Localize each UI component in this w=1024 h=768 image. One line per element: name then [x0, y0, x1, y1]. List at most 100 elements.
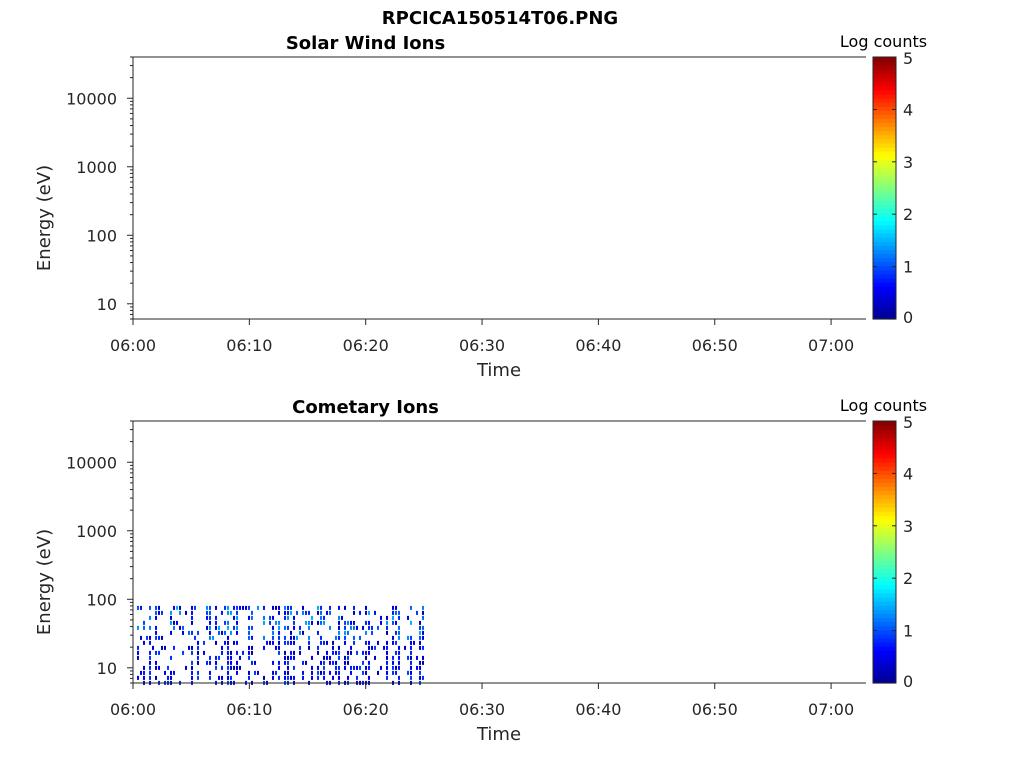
heatmap-cell	[236, 615, 238, 620]
heatmap-cell	[158, 650, 160, 655]
heatmap-cell	[293, 655, 295, 660]
heatmap-cell	[359, 665, 361, 670]
heatmap-cell	[371, 645, 373, 650]
x-tick-label: 06:10	[226, 700, 272, 719]
colorbar-segment	[873, 461, 896, 467]
heatmap-cell	[158, 610, 160, 615]
colorbar-segment	[873, 188, 896, 193]
colorbar-segment	[873, 560, 896, 565]
heatmap-cell	[224, 605, 226, 610]
heatmap-cell	[272, 640, 274, 645]
heatmap-cell	[410, 645, 412, 650]
colorbar-segment	[873, 142, 896, 148]
heatmap-cell	[353, 605, 355, 610]
heatmap-cell	[410, 665, 412, 670]
heatmap-cell	[365, 605, 367, 610]
heatmap-cell	[194, 635, 196, 640]
colorbar-segment	[873, 597, 896, 602]
heatmap-cell	[323, 660, 325, 665]
heatmap-cell	[356, 650, 358, 655]
heatmap-cell	[140, 670, 142, 675]
heatmap-cell	[284, 660, 286, 665]
colorbar-segment	[873, 171, 896, 177]
heatmap-cell	[215, 665, 217, 670]
colorbar-segment	[873, 282, 896, 287]
colorbar-segment	[873, 494, 896, 500]
heatmap-cell	[422, 635, 424, 640]
heatmap-cell	[263, 620, 265, 625]
heatmap-cell	[386, 675, 388, 680]
heatmap-cell	[209, 660, 211, 665]
heatmap-cell	[368, 620, 370, 625]
heatmap-cell	[221, 645, 223, 650]
colorbar-segment	[873, 192, 896, 197]
heatmap-cell	[338, 630, 340, 635]
colorbar-segment	[873, 249, 896, 255]
heatmap-cell	[155, 650, 157, 655]
heatmap-cell	[155, 605, 157, 610]
colorbar-segment	[873, 609, 896, 614]
heatmap-cell	[233, 640, 235, 645]
colorbar-segment	[873, 196, 896, 201]
heatmap-cell	[191, 650, 193, 655]
heatmap-cell	[407, 655, 409, 660]
heatmap-cell	[227, 620, 229, 625]
heatmap-cell	[170, 630, 172, 635]
heatmap-cell	[197, 645, 199, 650]
colorbar-segment	[873, 482, 896, 488]
colorbar-segment	[873, 130, 896, 136]
heatmap-cell	[149, 675, 151, 680]
heatmap-cell	[278, 625, 280, 630]
heatmap-cell	[149, 605, 151, 610]
colorbar-tick-label: 4	[903, 100, 913, 119]
heatmap-cell	[344, 635, 346, 640]
heatmap-cell	[365, 650, 367, 655]
heatmap-cell	[353, 665, 355, 670]
heatmap-cell	[248, 635, 250, 640]
colorbar-segment	[873, 511, 896, 516]
heatmap-cell	[236, 665, 238, 670]
heatmap-cell	[290, 610, 292, 615]
heatmap-cell	[215, 660, 217, 665]
heatmap-cell	[248, 655, 250, 660]
heatmap-cell	[299, 650, 301, 655]
heatmap-cell	[332, 640, 334, 645]
heatmap-cell	[395, 640, 397, 645]
heatmap-cell	[410, 640, 412, 645]
heatmap-cell	[338, 635, 340, 640]
heatmap-cell	[323, 675, 325, 680]
heatmap-cell	[287, 665, 289, 670]
heatmap-cell	[386, 630, 388, 635]
y-axis-label: Energy (eV)	[34, 165, 55, 271]
heatmap-cell	[299, 625, 301, 630]
heatmap-cell	[359, 635, 361, 640]
heatmap-cell	[410, 670, 412, 675]
colorbar-segment	[873, 441, 896, 447]
heatmap-cell	[191, 675, 193, 680]
heatmap-cell	[332, 645, 334, 650]
heatmap-cell	[140, 605, 142, 610]
colorbar-segment	[873, 670, 896, 676]
heatmap-cell	[410, 605, 412, 610]
colorbar-segment	[873, 212, 896, 218]
heatmap-cell	[350, 645, 352, 650]
heatmap-cell	[287, 660, 289, 665]
heatmap-cell	[227, 655, 229, 660]
heatmap-cell	[275, 645, 277, 650]
heatmap-cell	[386, 665, 388, 670]
heatmap-cell	[215, 615, 217, 620]
heatmap-cell	[287, 605, 289, 610]
heatmap-cell	[251, 645, 253, 650]
colorbar-tick-label: 1	[903, 622, 913, 641]
panel-title: Cometary Ions	[292, 397, 439, 418]
colorbar-segment	[873, 163, 896, 169]
heatmap-cell	[422, 630, 424, 635]
colorbar-segment	[873, 453, 896, 459]
heatmap-cell	[422, 605, 424, 610]
heatmap-cell	[374, 645, 376, 650]
heatmap-cell	[224, 640, 226, 645]
heatmap-cell	[278, 620, 280, 625]
heatmap-cell	[368, 645, 370, 650]
heatmap-cell	[419, 630, 421, 635]
